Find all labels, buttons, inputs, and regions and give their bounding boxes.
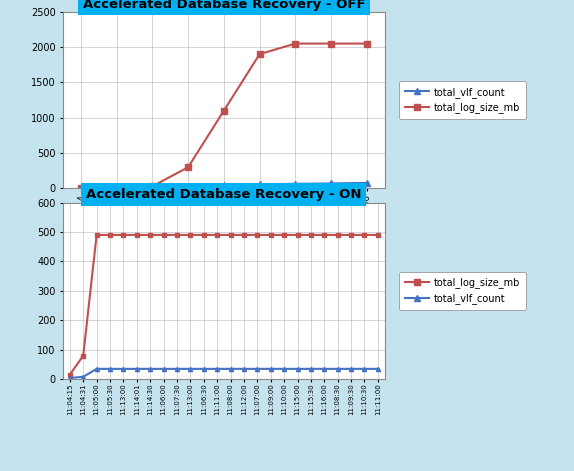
Title: Accelerated Database Recovery - OFF: Accelerated Database Recovery - OFF [83,0,365,11]
Title: Accelerated Database Recovery - ON: Accelerated Database Recovery - ON [86,188,362,202]
Legend: total_log_size_mb, total_vlf_count: total_log_size_mb, total_vlf_count [399,272,526,310]
Legend: total_vlf_count, total_log_size_mb: total_vlf_count, total_log_size_mb [399,81,526,119]
